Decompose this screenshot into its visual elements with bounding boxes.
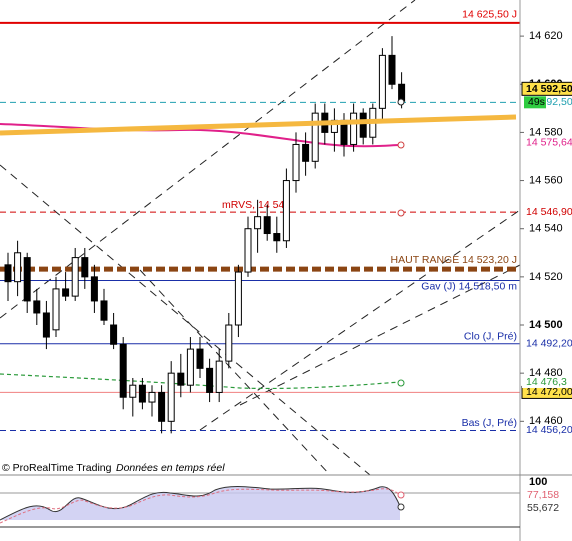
candle-body <box>129 384 137 398</box>
y-tick-label: 14 460 <box>529 415 563 427</box>
candle-body <box>215 360 223 393</box>
price-tag-box <box>522 424 572 437</box>
candle-body <box>71 257 79 297</box>
moving-average <box>0 123 401 148</box>
y-tick-label: 14 580 <box>529 126 563 138</box>
candle-body <box>177 372 185 386</box>
candle-body <box>359 112 367 138</box>
osc-fill <box>0 486 400 520</box>
level-label: Clo (J, Pré) <box>464 331 517 343</box>
candle-body <box>273 233 281 242</box>
candle-body <box>311 112 319 162</box>
candle-body <box>62 288 70 297</box>
candle-body <box>23 257 31 302</box>
price-tag: 14 575,64 <box>526 137 572 149</box>
price-tag-box <box>522 337 572 350</box>
trend-line-orange <box>0 114 517 136</box>
timer-box <box>524 96 546 109</box>
candle-body <box>225 324 233 362</box>
candle-body <box>263 216 271 235</box>
price-tag: 14 456,20 <box>526 424 572 436</box>
price-tag-box <box>522 206 572 219</box>
last-price-box <box>521 81 572 96</box>
candle-body <box>148 391 156 403</box>
price-tag: 14 472,00 <box>526 386 572 398</box>
price-tag-box <box>522 136 572 149</box>
candle-body <box>110 324 118 345</box>
candle-body <box>244 228 252 273</box>
price-tag: 14 476,3 <box>526 376 567 388</box>
level-markers <box>397 98 405 387</box>
y-tick-label: 14 620 <box>529 30 563 42</box>
candle-body <box>234 271 242 326</box>
level-label: Gav (J) 14 518,50 m <box>421 280 517 292</box>
candle-body <box>254 216 262 230</box>
candle-body <box>42 312 50 338</box>
source: © ProRealTime Trading <box>2 462 112 474</box>
level-label: Bas (J, Pré) <box>462 417 517 429</box>
timer: 49s <box>528 96 545 108</box>
y-tick-label: 14 520 <box>529 271 563 283</box>
candle-body <box>100 300 108 321</box>
trend-lines <box>0 0 521 476</box>
candle-body <box>196 348 204 369</box>
y-tick-label: 14 500 <box>529 319 563 331</box>
osc-marker <box>397 503 405 511</box>
osc-tag: 55,672 <box>527 502 559 514</box>
candle-body <box>158 391 166 422</box>
candle-body <box>4 264 12 283</box>
candle-body <box>81 257 89 278</box>
candle-body <box>186 348 194 386</box>
candle-body <box>206 367 214 393</box>
candle-body <box>14 252 22 283</box>
candle-body <box>302 143 310 162</box>
candle-body <box>292 143 300 182</box>
oscillator <box>0 486 520 528</box>
osc-signal <box>0 488 401 524</box>
candle-body <box>388 54 396 85</box>
candle-body <box>138 384 146 403</box>
osc-tick-label: 100 <box>529 476 547 488</box>
candle-body <box>119 343 127 398</box>
osc-tag: 77,158 <box>527 489 559 501</box>
y-tick-label: 14 540 <box>529 223 563 235</box>
level-label: 14 625,50 J <box>462 9 517 21</box>
candle-body <box>378 54 386 109</box>
price-tag: 14 546,90 <box>526 206 572 218</box>
last-price: 14 592,50 <box>526 83 572 95</box>
source-note: Données en temps réel <box>116 462 225 474</box>
moving-average-2 <box>0 373 401 390</box>
candle-body <box>282 180 290 242</box>
candle-body <box>350 112 358 145</box>
candle-body <box>90 276 98 302</box>
price-tag: 14 492,20 <box>526 338 572 350</box>
level-label: HAUT RANGE 14 523,20 J <box>391 254 517 266</box>
level-label: mRVS, 14 547 <box>222 199 290 211</box>
price-tag-box <box>522 375 572 388</box>
osc-marker <box>397 491 405 499</box>
candle-body <box>52 288 60 331</box>
candle-body <box>167 372 175 422</box>
y-tick-label: 14 560 <box>529 174 563 186</box>
candle-body <box>33 300 41 314</box>
